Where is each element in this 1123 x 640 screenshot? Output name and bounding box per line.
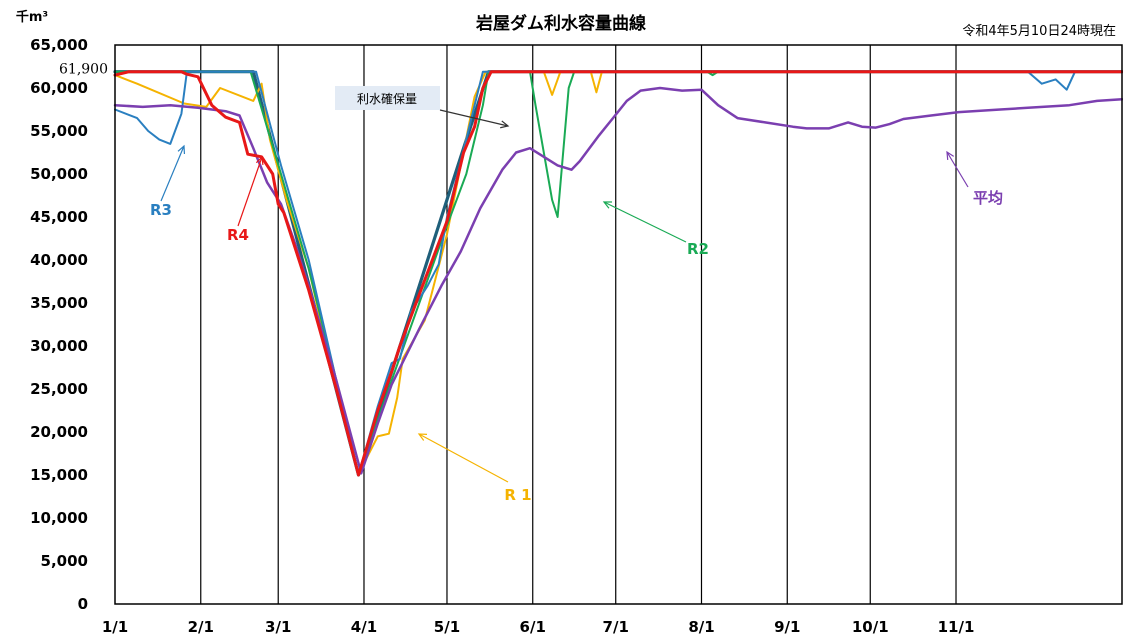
y-tick-label: 45,000 bbox=[30, 208, 88, 226]
y-tick-label: 15,000 bbox=[30, 466, 88, 484]
label-4-arrowhead bbox=[602, 201, 613, 209]
y-tick-label: 10,000 bbox=[30, 509, 88, 527]
x-tick-label: 7/1 bbox=[603, 618, 629, 636]
x-tick-label: 6/1 bbox=[520, 618, 546, 636]
series-line-3 bbox=[114, 70, 1123, 476]
series-label-1: R3 bbox=[150, 201, 172, 219]
x-tick-label: 5/1 bbox=[434, 618, 460, 636]
series-line-1 bbox=[114, 70, 1123, 476]
y-tick-label: 65,000 bbox=[30, 36, 88, 54]
label-3-arrowhead bbox=[417, 433, 428, 441]
annotation-layer: 利水確保量 R3 R4 R 1 R2 平均 bbox=[150, 86, 1003, 504]
x-tick-label: 11/1 bbox=[938, 618, 975, 636]
y-tick-label: 60,000 bbox=[30, 79, 88, 97]
y-tick-label: 0 bbox=[78, 595, 88, 613]
x-tick-label: 1/1 bbox=[102, 618, 128, 636]
series-layer bbox=[113, 70, 1123, 477]
x-tick-labels: 1/1 2/1 3/1 4/1 5/1 6/1 7/1 8/1 9/1 10/1 11/1 bbox=[102, 618, 975, 636]
x-tick-label: 9/1 bbox=[774, 618, 800, 636]
guaranteed-storage-leader bbox=[439, 109, 509, 127]
series-label-4: R2 bbox=[687, 240, 709, 258]
x-tick-label: 4/1 bbox=[351, 618, 377, 636]
y-tick-labels: 0 5,000 10,000 15,000 20,000 25,000 30,000 35,0… bbox=[30, 36, 108, 613]
label-5-arrowhead bbox=[946, 150, 955, 161]
label-3-leader bbox=[418, 433, 509, 483]
guaranteed-storage-arrowhead bbox=[500, 120, 510, 129]
chart-title: 岩屋ダム利水容量曲線 bbox=[475, 13, 646, 34]
y-tick-label: 25,000 bbox=[30, 380, 88, 398]
label-2-leader bbox=[237, 156, 263, 227]
series-label-3: R 1 bbox=[504, 486, 531, 504]
chart-subtitle: 令和4年5月10日24時現在 bbox=[962, 24, 1116, 39]
label-5-leader bbox=[946, 151, 969, 188]
x-tick-label: 2/1 bbox=[188, 618, 214, 636]
y-tick-label: 30,000 bbox=[30, 337, 88, 355]
x-tick-label: 3/1 bbox=[265, 618, 291, 636]
guaranteed-storage-label-box bbox=[335, 86, 440, 110]
y-tick-label: 20,000 bbox=[30, 423, 88, 441]
y-unit-label: 千m³ bbox=[16, 9, 48, 25]
x-tick-label: 10/1 bbox=[852, 618, 889, 636]
plot-frame bbox=[114, 44, 1123, 605]
reference-value-label: 61,900 bbox=[59, 62, 108, 78]
label-4-leader bbox=[603, 201, 687, 243]
series-label-5: 平均 bbox=[973, 189, 1003, 207]
grid-layer bbox=[200, 45, 957, 604]
x-tick-label: 8/1 bbox=[688, 618, 714, 636]
series-label-2: R4 bbox=[227, 226, 249, 244]
y-tick-label: 40,000 bbox=[30, 251, 88, 269]
y-tick-label: 55,000 bbox=[30, 122, 88, 140]
label-1-leader bbox=[160, 145, 185, 202]
guaranteed-storage-label: 利水確保量 bbox=[357, 91, 417, 106]
label-1-arrowhead bbox=[177, 144, 186, 155]
y-tick-label: 5,000 bbox=[41, 552, 88, 570]
label-2-arrowhead bbox=[255, 155, 264, 166]
y-tick-label: 35,000 bbox=[30, 294, 88, 312]
series-line-4 bbox=[113, 70, 1123, 477]
y-tick-label: 50,000 bbox=[30, 165, 88, 183]
